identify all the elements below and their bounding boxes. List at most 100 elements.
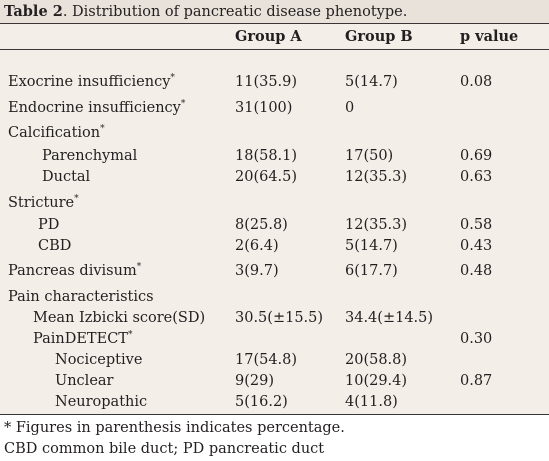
cell-group-a-ductal: 20(64.5) xyxy=(235,167,297,188)
footnote-marker: * xyxy=(100,124,105,134)
footnote-star: * xyxy=(4,420,12,436)
cell-group-a-cbd-text: 2(6.4) xyxy=(235,238,279,254)
table: Group A Group B p value Exocrine insuffi… xyxy=(0,23,549,415)
cell-group-b-pd: 12(35.3) xyxy=(345,215,407,236)
row-label-neuropathic-text: Neuropathic xyxy=(55,394,148,410)
cell-p-value-pd: 0.58 xyxy=(460,215,492,236)
row-label-paindetect-text: PainDETECT xyxy=(33,331,128,347)
cell-group-a-unclear-text: 9(29) xyxy=(235,373,274,389)
row-label-calcification: Calcification* xyxy=(8,123,105,144)
row-label-nociceptive: Nociceptive xyxy=(55,350,142,371)
cell-group-a-izbicki-text: 30.5(±15.5) xyxy=(235,310,324,326)
row-label-calcification-text: Calcification xyxy=(8,125,101,141)
row-label-cbd: CBD xyxy=(38,236,71,257)
cell-p-value-cbd: 0.43 xyxy=(460,236,492,257)
cell-group-a-cbd: 2(6.4) xyxy=(235,236,279,257)
row-label-divisum: Pancreas divisum* xyxy=(8,261,141,282)
cell-group-b-pd-text: 12(35.3) xyxy=(345,217,408,233)
cell-group-b-parenchymal: 17(50) xyxy=(345,146,393,167)
cell-group-a-endocrine: 31(100) xyxy=(235,98,292,119)
cell-p-value-ductal-text: 0.63 xyxy=(460,169,493,185)
row-label-parenchymal: Parenchymal xyxy=(42,146,137,167)
cell-p-value-ductal: 0.63 xyxy=(460,167,492,188)
footnote-marker: * xyxy=(180,99,186,109)
cell-group-b-unclear: 10(29.4) xyxy=(345,371,407,392)
cell-group-b-unclear-text: 10(29.4) xyxy=(345,373,408,389)
cell-group-b-neuropathic-text: 4(11.8) xyxy=(345,394,398,410)
cell-group-a-parenchymal: 18(58.1) xyxy=(235,146,297,167)
cell-group-b-nociceptive: 20(58.8) xyxy=(345,350,407,371)
row-label-pd: PD xyxy=(38,215,59,236)
row-label-paindetect: PainDETECT* xyxy=(33,329,132,350)
cell-p-value-pd-text: 0.58 xyxy=(460,217,493,233)
row-label-stricture-text: Stricture xyxy=(8,195,75,211)
cell-group-b-divisum: 6(17.7) xyxy=(345,261,398,282)
header-group-b: Group B xyxy=(345,28,413,45)
cell-p-value-exocrine-text: 0.08 xyxy=(460,74,493,90)
cell-group-a-nociceptive: 17(54.8) xyxy=(235,350,297,371)
cell-group-a-ductal-text: 20(64.5) xyxy=(235,169,298,185)
cell-p-value-unclear: 0.87 xyxy=(460,371,492,392)
cell-p-value-paindetect: 0.30 xyxy=(460,329,492,350)
row-label-ductal-text: Ductal xyxy=(42,169,91,185)
row-label-exocrine: Exocrine insufficiency* xyxy=(8,72,175,93)
cell-group-a-parenchymal-text: 18(58.1) xyxy=(235,148,298,164)
caption-label: Table 2 xyxy=(4,3,63,20)
row-label-neuropathic: Neuropathic xyxy=(55,392,147,413)
cell-group-b-endocrine: 0 xyxy=(345,98,354,119)
footnote-marker: * xyxy=(170,73,175,83)
cell-group-b-endocrine-text: 0 xyxy=(345,100,355,116)
row-label-unclear: Unclear xyxy=(55,371,113,392)
cell-p-value-paindetect-text: 0.30 xyxy=(460,331,493,347)
row-label-divisum-text: Pancreas divisum xyxy=(8,263,137,279)
cell-p-value-divisum: 0.48 xyxy=(460,261,492,282)
cell-group-a-pd: 8(25.8) xyxy=(235,215,288,236)
footnote-marker: * xyxy=(74,194,79,204)
header-group-a: Group A xyxy=(235,28,302,45)
cell-group-a-endocrine-text: 31(100) xyxy=(235,100,293,116)
cell-group-b-izbicki-text: 34.4(±14.5) xyxy=(345,310,434,326)
cell-group-b-izbicki: 34.4(±14.5) xyxy=(345,308,433,329)
cell-p-value-parenchymal: 0.69 xyxy=(460,146,492,167)
row-label-parenchymal-text: Parenchymal xyxy=(42,148,138,164)
cell-group-b-exocrine-text: 5(14.7) xyxy=(345,74,398,90)
row-label-pain: Pain characteristics xyxy=(8,287,154,308)
row-label-ductal: Ductal xyxy=(42,167,90,188)
cell-group-b-cbd-text: 5(14.7) xyxy=(345,238,398,254)
cell-group-a-izbicki: 30.5(±15.5) xyxy=(235,308,323,329)
cell-p-value-exocrine: 0.08 xyxy=(460,72,492,93)
cell-group-a-exocrine-text: 11(35.9) xyxy=(235,74,298,90)
cell-group-b-exocrine: 5(14.7) xyxy=(345,72,398,93)
row-label-nociceptive-text: Nociceptive xyxy=(55,352,143,368)
row-label-exocrine-text: Exocrine insufficiency xyxy=(8,74,171,90)
cell-group-a-nociceptive-text: 17(54.8) xyxy=(235,352,298,368)
footnote-marker: * xyxy=(127,330,133,340)
header-rule xyxy=(0,49,549,50)
cell-group-a-divisum: 3(9.7) xyxy=(235,261,279,282)
cell-group-a-neuropathic: 5(16.2) xyxy=(235,392,288,413)
cell-group-a-unclear: 9(29) xyxy=(235,371,274,392)
cell-p-value-divisum-text: 0.48 xyxy=(460,263,493,279)
row-label-izbicki: Mean Izbicki score(SD) xyxy=(33,308,205,329)
table-caption: Table 2. Distribution of pancreatic dise… xyxy=(0,0,549,23)
row-label-endocrine: Endocrine insufficiency* xyxy=(8,98,185,119)
row-label-pd-text: PD xyxy=(38,217,60,233)
header-p-value: p value xyxy=(460,28,519,45)
cell-p-value-cbd-text: 0.43 xyxy=(460,238,493,254)
footnote-percentage: * Figures in parenthesis indicates perce… xyxy=(4,418,345,439)
footnote-abbreviations: CBD common bile duct; PD pancreatic duct xyxy=(4,441,325,457)
cell-group-b-ductal: 12(35.3) xyxy=(345,167,407,188)
row-label-stricture: Stricture* xyxy=(8,193,79,214)
cell-group-b-cbd: 5(14.7) xyxy=(345,236,398,257)
cell-group-a-neuropathic-text: 5(16.2) xyxy=(235,394,288,410)
cell-p-value-parenchymal-text: 0.69 xyxy=(460,148,493,164)
row-label-izbicki-text: Mean Izbicki score(SD) xyxy=(33,310,206,326)
footnote-text: Figures in parenthesis indicates percent… xyxy=(11,420,345,436)
cell-group-a-divisum-text: 3(9.7) xyxy=(235,263,279,279)
caption-text: . Distribution of pancreatic disease phe… xyxy=(62,4,408,20)
footnote-marker: * xyxy=(136,262,142,272)
top-rule xyxy=(0,23,549,24)
cell-group-b-divisum-text: 6(17.7) xyxy=(345,263,398,279)
cell-p-value-unclear-text: 0.87 xyxy=(460,373,493,389)
row-label-pain-text: Pain characteristics xyxy=(8,289,154,305)
